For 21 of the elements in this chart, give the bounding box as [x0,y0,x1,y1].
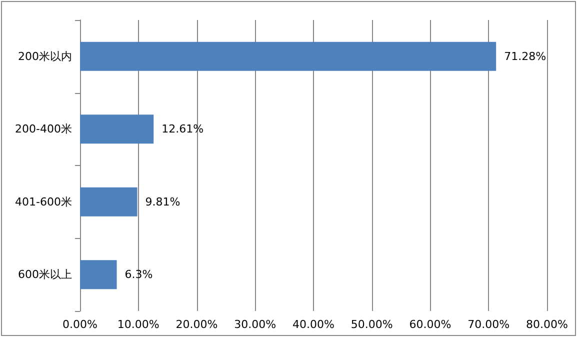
x-tick-label: 20.00% [176,318,218,331]
y-tick-label: 401-600米 [15,195,72,208]
x-tick-label: 0.00% [62,318,98,331]
y-tick-label: 200-400米 [15,122,72,136]
x-tick-label: 60.00% [409,318,452,331]
bar [80,187,138,216]
x-tick-label: 40.00% [292,318,334,331]
bar [80,260,117,290]
y-tick-label: 600米以上 [18,268,72,282]
bar [80,42,496,71]
x-tick-label: 50.00% [350,318,393,331]
x-tick-label: 70.00% [468,318,510,331]
x-tick-label: 30.00% [234,318,276,331]
data-label: 9.81% [145,195,180,208]
data-label: 71.28% [504,50,546,63]
x-tick-label: 10.00% [117,318,160,331]
bar [80,114,154,144]
y-tick-label: 200米以内 [18,50,72,63]
data-label: 12.61% [162,122,204,136]
x-tick-label: 80.00% [526,318,568,331]
data-label: 6.3% [124,268,153,282]
